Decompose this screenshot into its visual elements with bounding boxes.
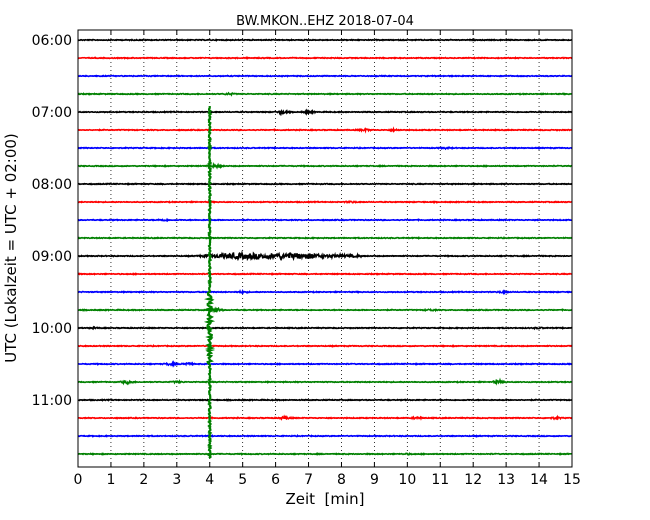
trace-1030 bbox=[77, 360, 572, 368]
y-tick-label-1100: 11:00 bbox=[32, 393, 72, 409]
y-axis-label: UTC (Lokalzeit = UTC + 02:00) bbox=[2, 133, 20, 363]
y-tick-label-0700: 07:00 bbox=[32, 105, 72, 121]
x-tick-label-12: 12 bbox=[464, 472, 482, 488]
x-tick-label-2: 2 bbox=[139, 472, 148, 488]
x-tick-label-7: 7 bbox=[304, 472, 313, 488]
trace-0645 bbox=[77, 91, 573, 97]
trace-0945 bbox=[77, 306, 573, 314]
trace-0745 bbox=[77, 161, 573, 170]
trace-1130 bbox=[77, 434, 573, 438]
y-tick-labels: 06:00 07:00 08:00 09:00 10:00 11:00 bbox=[32, 33, 72, 409]
x-tick-label-15: 15 bbox=[563, 472, 581, 488]
trace-1115 bbox=[77, 414, 573, 421]
y-tick-label-1000: 10:00 bbox=[32, 321, 72, 337]
x-tick-label-10: 10 bbox=[398, 472, 416, 488]
spike-trace bbox=[203, 105, 216, 459]
trace-0830 bbox=[77, 217, 573, 223]
x-tick-label-3: 3 bbox=[172, 472, 181, 488]
chart-title: BW.MKON..EHZ 2018-07-04 bbox=[236, 14, 414, 29]
x-tick-label-9: 9 bbox=[370, 472, 379, 488]
trace-1145 bbox=[77, 452, 573, 456]
x-tick-label-5: 5 bbox=[238, 472, 247, 488]
trace-0600 bbox=[77, 38, 573, 42]
tick-layer bbox=[77, 30, 573, 467]
trace-0615 bbox=[77, 56, 573, 60]
trace-0700 bbox=[77, 108, 573, 117]
x-axis-label: Zeit [min] bbox=[285, 490, 364, 508]
x-tick-label-11: 11 bbox=[431, 472, 449, 488]
trace-0715 bbox=[77, 126, 573, 134]
y-tick-label-0900: 09:00 bbox=[32, 249, 72, 265]
x-tick-label-6: 6 bbox=[271, 472, 280, 488]
trace-0815 bbox=[77, 199, 573, 204]
x-tick-label-14: 14 bbox=[530, 472, 548, 488]
x-tick-label-0: 0 bbox=[74, 472, 83, 488]
trace-1015 bbox=[77, 344, 573, 348]
trace-1100 bbox=[77, 398, 573, 402]
x-tick-label-4: 4 bbox=[205, 472, 214, 488]
plot-frame bbox=[77, 29, 573, 468]
trace-layer bbox=[77, 38, 573, 456]
trace-0900 bbox=[77, 250, 573, 262]
spike-layer bbox=[203, 105, 216, 459]
trace-0930 bbox=[77, 288, 573, 296]
trace-1045 bbox=[77, 377, 573, 386]
trace-0915 bbox=[77, 272, 573, 276]
grid-layer bbox=[110, 30, 540, 467]
x-tick-labels: 0 1 2 3 4 5 6 7 8 9 10 11 12 13 14 15 bbox=[74, 472, 581, 488]
x-tick-label-8: 8 bbox=[337, 472, 346, 488]
x-tick-label-1: 1 bbox=[106, 472, 115, 488]
trace-0800 bbox=[77, 182, 573, 186]
trace-0845 bbox=[77, 236, 573, 240]
trace-1000 bbox=[77, 325, 573, 331]
x-tick-label-13: 13 bbox=[497, 472, 515, 488]
trace-0630 bbox=[77, 74, 573, 78]
trace-0730 bbox=[77, 146, 573, 151]
y-tick-label-0800: 08:00 bbox=[32, 177, 72, 193]
y-tick-label-0600: 06:00 bbox=[32, 33, 72, 49]
